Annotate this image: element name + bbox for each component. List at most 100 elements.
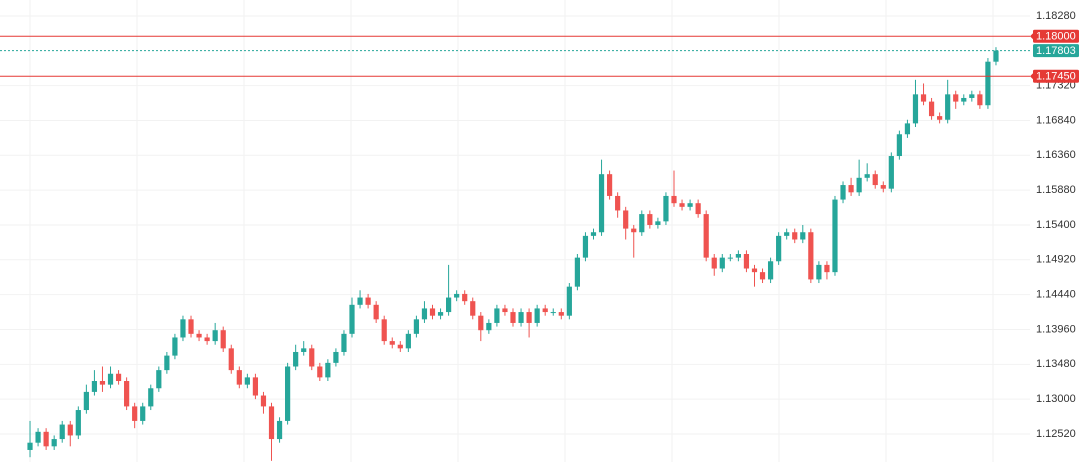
candle-body: [446, 297, 452, 313]
candle-body: [912, 94, 919, 124]
candle-body: [695, 203, 701, 215]
candle-body: [590, 232, 597, 236]
candle-body: [164, 355, 170, 371]
candle-body: [357, 297, 363, 305]
candle-body: [542, 308, 548, 313]
candle-body: [188, 319, 194, 334]
candle-body: [751, 268, 758, 273]
candle-body: [228, 348, 234, 371]
candle-body: [75, 410, 81, 436]
y-tick-label: 1.12520: [1036, 428, 1076, 440]
candle-body: [993, 50, 999, 62]
price-tag: [1033, 44, 1079, 58]
y-tick-label: 1.18280: [1036, 10, 1076, 22]
candle-body: [703, 214, 709, 258]
candle-body: [293, 351, 299, 367]
candle-body: [550, 312, 556, 314]
candle-body: [107, 373, 114, 385]
candle-body: [172, 337, 178, 356]
candle-body: [526, 312, 532, 323]
candle-body: [220, 330, 226, 349]
candle-body: [413, 319, 420, 334]
candle-body: [558, 312, 564, 316]
candle-body: [832, 199, 838, 273]
candle-body: [679, 203, 685, 207]
candle-body: [743, 254, 750, 269]
candle-body: [727, 257, 733, 259]
candle-body: [252, 377, 259, 396]
candle-body: [502, 308, 508, 313]
candle-body: [896, 134, 902, 157]
candle-body: [904, 123, 911, 135]
candle-body: [91, 381, 98, 392]
candle-body: [309, 348, 315, 367]
candle-body: [808, 232, 814, 280]
candle-body: [888, 156, 894, 189]
candle-body: [260, 395, 267, 407]
candle-body: [606, 174, 613, 196]
candle-body: [687, 203, 693, 207]
candle-body: [99, 381, 106, 385]
candle-body: [349, 304, 355, 334]
candle-body: [937, 116, 943, 120]
candle-body: [969, 94, 975, 98]
candle-body: [429, 308, 436, 316]
candle-body: [598, 174, 605, 233]
candle-body: [381, 319, 387, 342]
y-tick-label: 1.16840: [1036, 114, 1076, 126]
candle-body: [864, 174, 870, 178]
candle-body: [437, 312, 444, 316]
candle-body: [397, 344, 403, 349]
candle-body: [623, 210, 629, 229]
candle-body: [148, 388, 154, 407]
candle-body: [462, 293, 468, 302]
candle-body: [534, 308, 540, 323]
candle-body: [711, 257, 717, 269]
candle-body: [124, 381, 130, 407]
candle-body: [759, 272, 766, 280]
candle-body: [421, 308, 428, 320]
candle-body: [156, 370, 162, 389]
candle-body: [719, 257, 725, 269]
candle-body: [792, 232, 798, 240]
candle-body: [816, 264, 822, 280]
candle-body: [655, 221, 661, 225]
candle-body: [928, 101, 935, 117]
candle-body: [840, 185, 846, 200]
y-tick-label: 1.14920: [1036, 254, 1076, 266]
candle-body: [212, 330, 218, 342]
y-tick-label: 1.13000: [1036, 393, 1076, 405]
candle-body: [631, 228, 637, 233]
candle-body: [83, 391, 89, 411]
candle-body: [985, 61, 991, 106]
candle-body: [735, 254, 741, 258]
candle-body: [341, 333, 347, 352]
candle-body: [244, 377, 250, 385]
candle-body: [953, 94, 959, 102]
price-tag-label: 1.18000: [1036, 31, 1076, 43]
candle-body: [647, 214, 653, 225]
candle-body: [776, 235, 782, 262]
candle-body: [880, 185, 886, 189]
y-tick-label: 1.16360: [1036, 149, 1076, 161]
candle-body: [977, 94, 983, 106]
candle-body: [518, 312, 524, 323]
candle-body: [639, 214, 645, 233]
candle-body: [180, 319, 186, 338]
candle-body: [615, 195, 621, 211]
candle-body: [51, 439, 57, 447]
candle-body: [115, 373, 122, 382]
candle-body: [767, 261, 774, 280]
price-tag-label: 1.17450: [1036, 71, 1076, 83]
candle-body: [824, 264, 830, 273]
candle-body: [317, 366, 323, 378]
y-tick-label: 1.13960: [1036, 323, 1076, 335]
candle-body: [671, 195, 677, 204]
price-tag-label: 1.17803: [1036, 45, 1076, 57]
candle-body: [856, 177, 862, 193]
candle-body: [196, 333, 202, 338]
price-tag: [1033, 69, 1079, 83]
candle-body: [945, 94, 951, 120]
candle-body: [784, 232, 790, 236]
